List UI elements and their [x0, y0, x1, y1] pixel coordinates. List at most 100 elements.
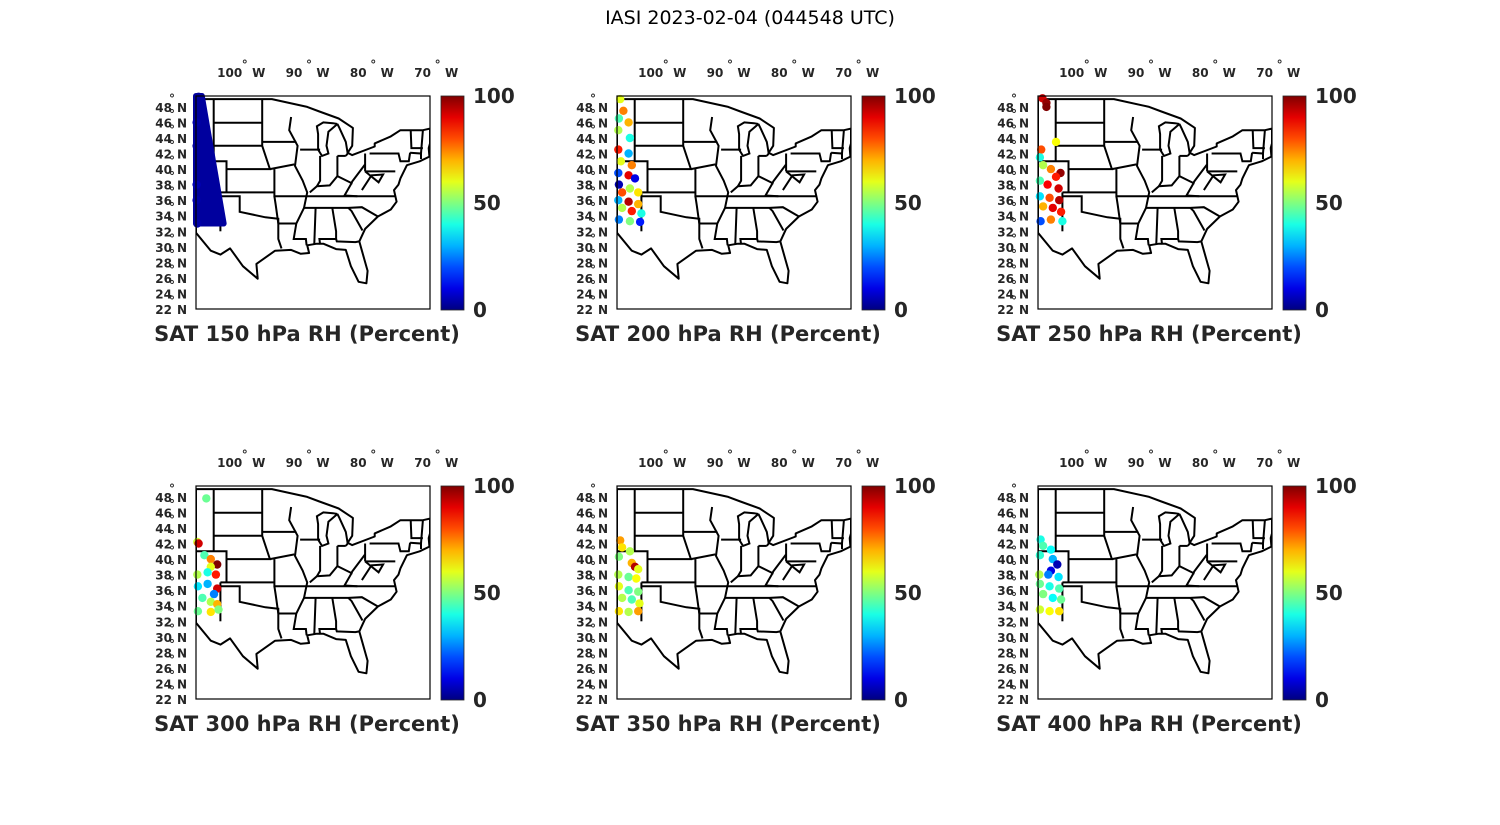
lat-tick-label: 32 [576, 225, 593, 239]
degree-symbol: ° [590, 92, 596, 106]
lat-tick-label: 24 [576, 677, 593, 691]
lat-tick-label: 26 [576, 272, 593, 286]
lat-hemisphere: N [1019, 584, 1029, 598]
lat-tick-label: 30 [155, 241, 172, 255]
map-panel-6: 100°W 90°W 80°W 70°W48°N46°N44°N42°N40°N38°… [996, 448, 1357, 736]
colorbar-tick-label: 0 [473, 298, 487, 322]
degree-symbol: ° [590, 232, 596, 246]
state-border [617, 550, 649, 583]
data-point [625, 547, 635, 556]
lat-hemisphere: N [598, 584, 608, 598]
lat-hemisphere: N [177, 522, 187, 536]
colorbar-tick-label: 100 [473, 474, 515, 498]
degree-symbol: ° [169, 294, 175, 308]
degree-symbol: ° [1011, 497, 1017, 511]
colorbar-tick-label: 100 [1315, 84, 1357, 108]
lat-hemisphere: N [598, 506, 608, 520]
data-point [624, 607, 633, 617]
degree-symbol: ° [590, 653, 596, 667]
lat-tick-label: 36 [576, 194, 593, 208]
lon-hemisphere: W [1094, 66, 1107, 80]
degree-symbol: ° [590, 107, 596, 121]
lon-tick-label: 100 [217, 66, 242, 80]
degree-symbol: ° [590, 606, 596, 620]
lat-hemisphere: N [1019, 662, 1029, 676]
lon-hemisphere: W [1158, 66, 1171, 80]
data-point [627, 161, 636, 170]
state-border [737, 545, 743, 577]
state-border [830, 520, 844, 540]
lon-hemisphere: W [1287, 66, 1300, 80]
degree-symbol: ° [1084, 58, 1090, 72]
lat-tick-label: 32 [155, 615, 172, 629]
degree-symbol: ° [169, 653, 175, 667]
data-point [634, 188, 643, 197]
lat-hemisphere: N [177, 677, 187, 691]
data-point [1048, 203, 1058, 213]
data-point [203, 568, 212, 577]
degree-symbol: ° [590, 278, 596, 292]
degree-symbol: ° [791, 448, 797, 462]
lon-tick-label: 90 [707, 456, 724, 470]
state-border [316, 155, 322, 187]
state-border [763, 182, 779, 198]
lat-tick-label: 24 [997, 677, 1014, 691]
lat-hemisphere: N [1019, 287, 1029, 301]
lat-hemisphere: N [598, 569, 608, 583]
data-point [634, 587, 643, 596]
lat-tick-label: 44 [155, 132, 172, 146]
state-border [734, 597, 738, 634]
degree-symbol: ° [590, 591, 596, 605]
lon-hemisphere: W [866, 456, 879, 470]
data-point [624, 586, 633, 595]
state-border [347, 207, 364, 231]
lat-tick-label: 28 [576, 256, 593, 270]
colorbar-tick-label: 0 [894, 298, 908, 322]
lat-hemisphere: N [598, 225, 608, 239]
lon-tick-label: 90 [286, 456, 303, 470]
lat-hemisphere: N [177, 179, 187, 193]
data-point [1044, 570, 1053, 579]
state-border [226, 99, 272, 171]
data-point [1056, 207, 1066, 216]
lat-tick-label: 30 [155, 631, 172, 645]
degree-symbol: ° [1011, 668, 1017, 682]
degree-symbol: ° [1277, 448, 1283, 462]
lat-tick-label: 44 [576, 132, 593, 146]
state-border [196, 550, 228, 583]
data-point [1055, 196, 1064, 205]
lat-tick-label: 48 [155, 101, 172, 115]
lat-hemisphere: N [177, 600, 187, 614]
degree-symbol: ° [590, 544, 596, 558]
degree-symbol: ° [169, 216, 175, 230]
data-point [1045, 607, 1054, 616]
degree-symbol: ° [1011, 622, 1017, 636]
lat-tick-label: 30 [997, 241, 1014, 255]
data-point [1035, 551, 1045, 560]
degree-symbol: ° [1011, 232, 1017, 246]
lat-tick-label: 26 [576, 662, 593, 676]
lat-tick-label: 26 [997, 662, 1014, 676]
degree-symbol: ° [590, 622, 596, 636]
map-background [196, 486, 430, 699]
data-point [1046, 164, 1056, 174]
data-point [216, 211, 225, 220]
state-border [369, 152, 412, 163]
map-panel-1: 100°W 90°W 80°W 70°W48°N46°N44°N42°N40°N38°… [154, 58, 515, 346]
degree-symbol: ° [1011, 591, 1017, 605]
lat-tick-label: 40 [997, 163, 1014, 177]
panel-title: SAT 250 hPa RH (Percent) [996, 322, 1302, 346]
map-background [1038, 486, 1272, 699]
lat-tick-label: 38 [997, 179, 1014, 193]
lat-tick-label: 38 [155, 179, 172, 193]
degree-symbol: ° [435, 58, 441, 72]
lat-tick-label: 28 [155, 256, 172, 270]
lat-tick-label: 26 [155, 272, 172, 286]
data-point [624, 118, 633, 127]
lon-tick-label: 80 [771, 66, 788, 80]
state-border [768, 597, 785, 621]
data-point [635, 217, 645, 227]
data-point [619, 106, 628, 116]
degree-symbol: ° [590, 637, 596, 651]
lon-hemisphere: W [1223, 66, 1236, 80]
